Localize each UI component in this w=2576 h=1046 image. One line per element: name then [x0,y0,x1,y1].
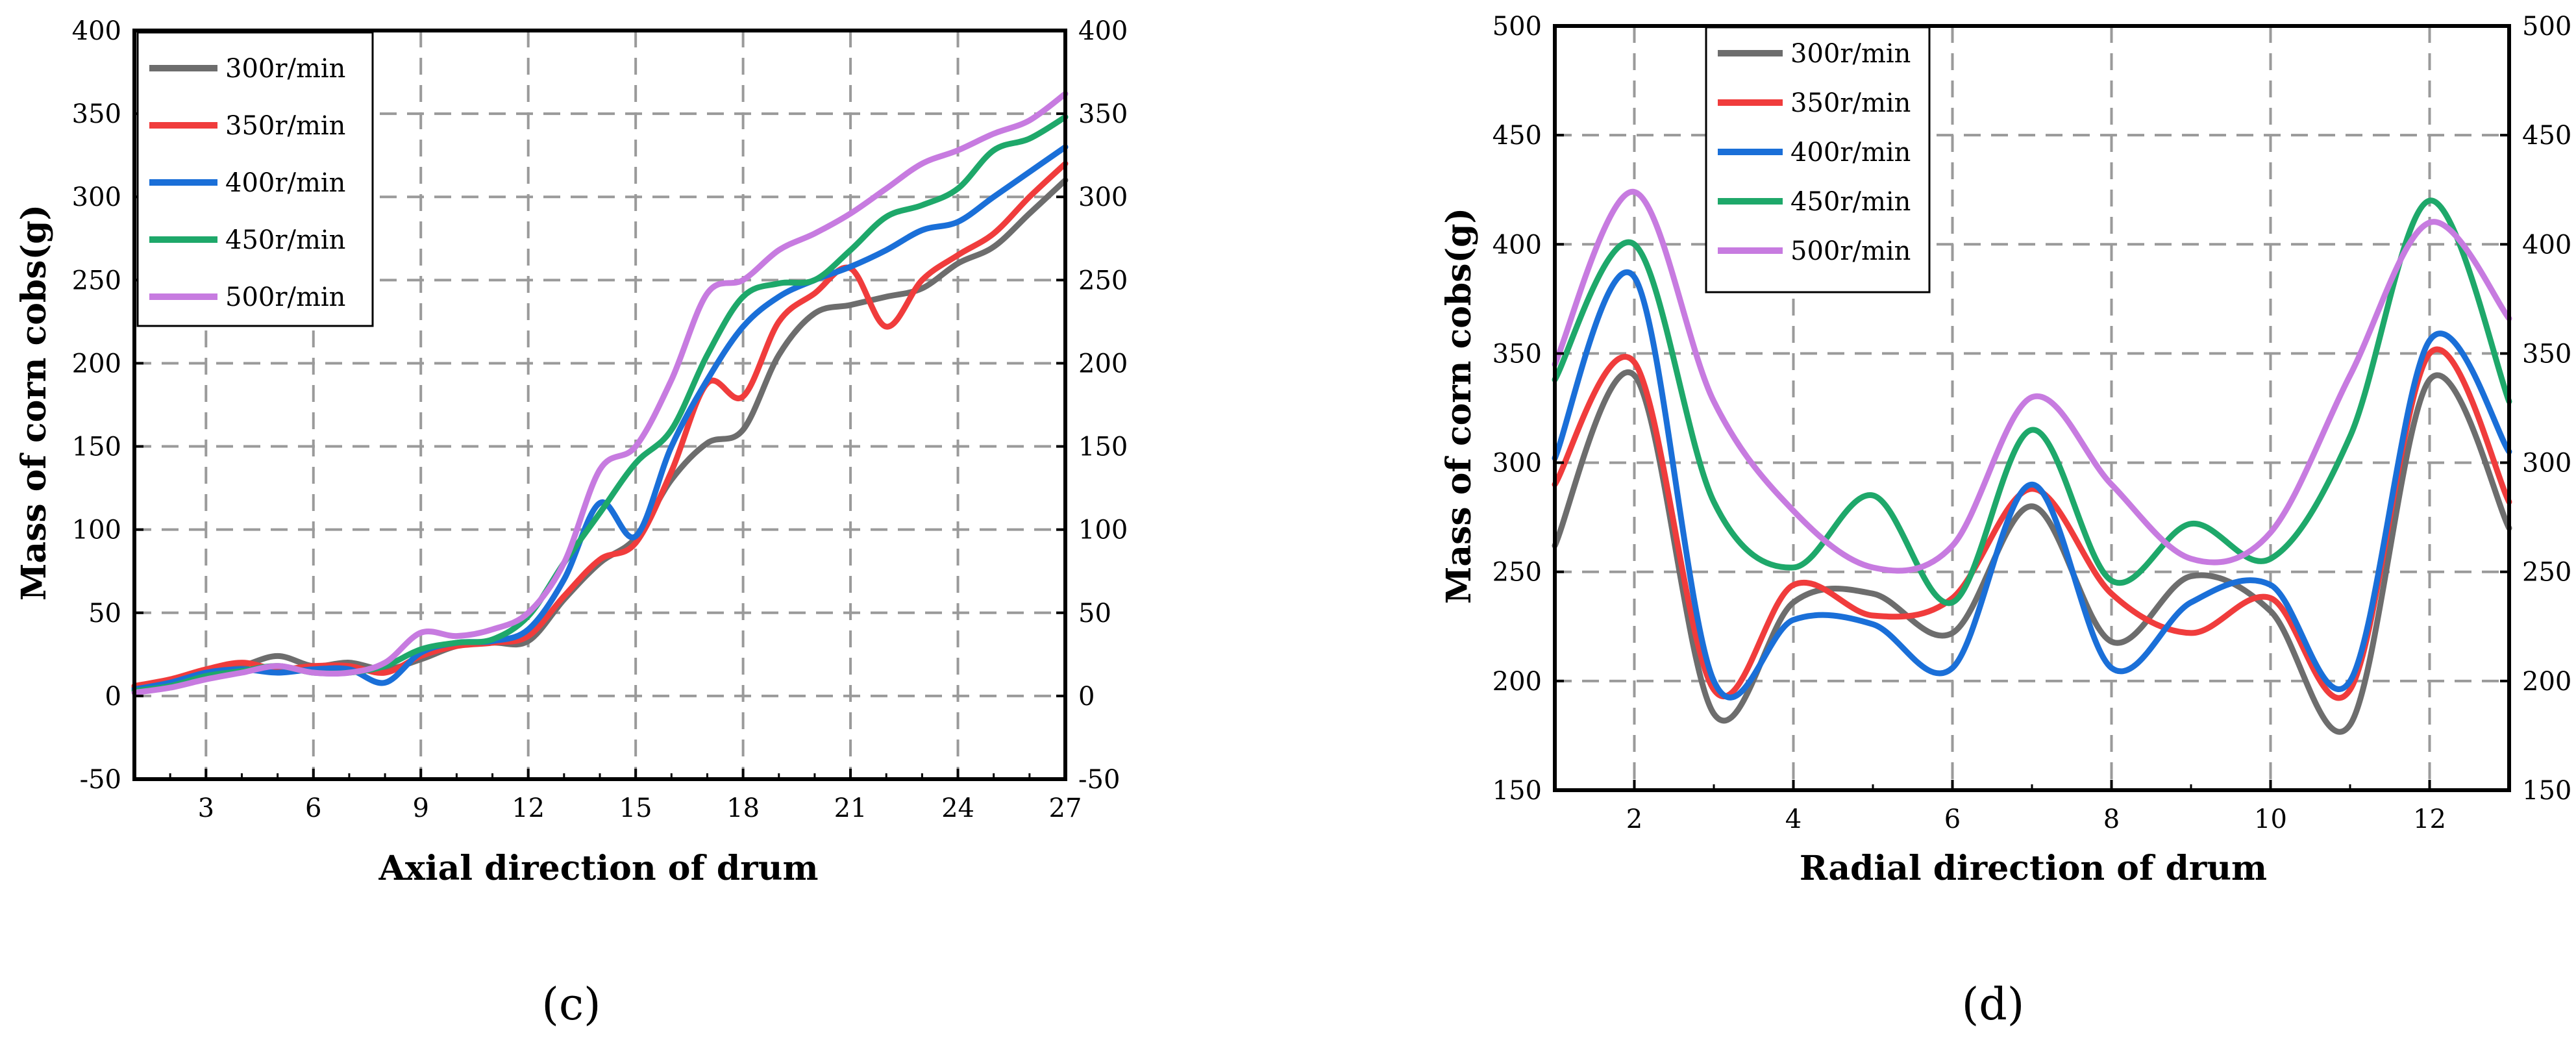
chart-d-legend-label: 450r/min [1790,187,1911,217]
chart-c-ytick-label-right: 250 [1078,266,1128,295]
chart-c-ytick-label-left: 0 [105,682,121,712]
chart-c-xlabel: Axial direction of drum [378,849,818,888]
chart-c-ytick-label-left: 350 [72,99,121,129]
chart-c-ytick-label-right: 150 [1078,432,1128,462]
chart-c-ytick-label-right: 300 [1078,182,1128,212]
chart-d-xtick-label: 2 [1626,804,1642,834]
chart-c-series-line-350r/min [131,160,1069,689]
chart-d-ytick-label-left: 350 [1492,339,1542,369]
chart-c-ytick-label-left: 300 [72,182,121,212]
chart-d-series-line-500r/min [1552,189,2512,574]
chart-d-xtick-label: 12 [2413,804,2446,834]
chart-d-legend-label: 350r/min [1790,88,1911,118]
chart-d-legend-label: 400r/min [1790,138,1911,168]
chart-c-ytick-label-right: 50 [1078,599,1111,629]
chart-d-ytick-label-right: 350 [2522,339,2571,369]
chart-d-series-line-300r/min [1552,369,2512,735]
chart-c-ytick-label-left: -50 [80,765,121,795]
chart-c-ytick-label-right: 200 [1078,349,1128,379]
chart-d-xtick-label: 10 [2254,804,2287,834]
chart-c-legend-label: 350r/min [225,111,345,141]
chart-d-series-line-350r/min [1552,346,2512,701]
chart-d-lines [1552,189,2512,735]
chart-d-series-line-400r/min [1552,269,2512,701]
chart-d-ytick-label-left: 400 [1492,230,1542,260]
chart-c: -50 -50 0 0 50 50 100 100 150 150 200 200 250 250 300 3… [14,16,1128,1030]
chart-d-xlabel: Radial direction of drum [1800,849,2267,888]
chart-d-ytick-label-left: 450 [1492,121,1542,151]
chart-c-legend-label: 400r/min [225,168,345,198]
chart-c-xtick-label: 24 [941,793,974,823]
chart-c-legend-label: 500r/min [225,282,345,312]
chart-c-ytick-label-right: 350 [1078,99,1128,129]
chart-d-ytick-label-right: 150 [2522,776,2571,806]
chart-c-xtick-label: 9 [413,793,429,823]
chart-c-ytick-label-left: 50 [88,599,121,629]
chart-d-ytick-label-left: 300 [1492,449,1542,479]
chart-d-ytick-label-right: 250 [2522,558,2571,588]
chart-c-ytick-label-right: 0 [1078,682,1095,712]
chart-c-xtick-label: 6 [305,793,321,823]
chart-c-xtick-label: 15 [619,793,652,823]
chart-d-ticks: 150 150 200 200 250 250 300 300 350 350 400 400 450 4… [1492,12,2572,834]
chart-d-ytick-label-right: 400 [2522,230,2571,260]
chart-d: 150 150 200 200 250 250 300 300 350 350 400 400 450 4… [1439,12,2571,1030]
chart-c-ytick-label-left: 250 [72,266,121,295]
chart-d-series-line-450r/min [1552,197,2512,606]
chart-d-ytick-label-right: 200 [2522,667,2571,697]
chart-c-ytick-label-left: 200 [72,349,121,379]
chart-d-ytick-label-right: 500 [2522,12,2571,42]
chart-c-panel-label: (c) [541,979,601,1030]
chart-c-ytick-label-right: 100 [1078,516,1128,545]
chart-d-legend-label: 300r/min [1790,39,1911,69]
chart-c-ytick-label-right: -50 [1078,765,1120,795]
chart-c-legend-label: 450r/min [225,225,345,255]
chart-c-xtick-label: 21 [834,793,867,823]
chart-d-xtick-label: 4 [1785,804,1802,834]
chart-c-grid [134,31,1065,779]
chart-d-ytick-label-left: 500 [1492,12,1542,42]
chart-c-ticks: -50 -50 0 0 50 50 100 100 150 150 200 200 250 250 300 3… [72,16,1128,823]
chart-c-ylabel: Mass of corn cobs(g) [14,205,54,601]
chart-c-xtick-label: 3 [198,793,214,823]
chart-c-ytick-label-left: 100 [72,516,121,545]
chart-d-xtick-label: 8 [2103,804,2120,834]
chart-d-ytick-label-left: 250 [1492,558,1542,588]
chart-c-ytick-label-left: 400 [72,16,121,46]
chart-d-legend: 300r/min 350r/min 400r/min 450r/min 500r/min [1705,26,1931,293]
chart-d-xtick-label: 6 [1944,804,1961,834]
chart-d-panel-label: (d) [1962,979,2025,1030]
chart-d-ytick-label-left: 200 [1492,667,1542,697]
chart-d-ylabel: Mass of corn cobs(g) [1439,208,1479,604]
chart-c-xtick-label: 18 [726,793,760,823]
chart-d-legend-label: 500r/min [1790,236,1911,266]
chart-c-ytick-label-left: 150 [72,432,121,462]
chart-d-ytick-label-right: 450 [2522,121,2571,151]
chart-c-series-line-500r/min [131,90,1069,696]
chart-c-xtick-label: 12 [512,793,545,823]
chart-d-ytick-label-right: 300 [2522,449,2571,479]
chart-c-ytick-label-right: 400 [1078,16,1128,46]
chart-c-xtick-label: 27 [1049,793,1082,823]
chart-c-legend: 300r/min 350r/min 400r/min 450r/min 500r/min [136,31,374,327]
chart-c-legend-label: 300r/min [225,54,345,84]
chart-d-ytick-label-left: 150 [1492,776,1542,806]
chart-c-lines [131,90,1069,696]
